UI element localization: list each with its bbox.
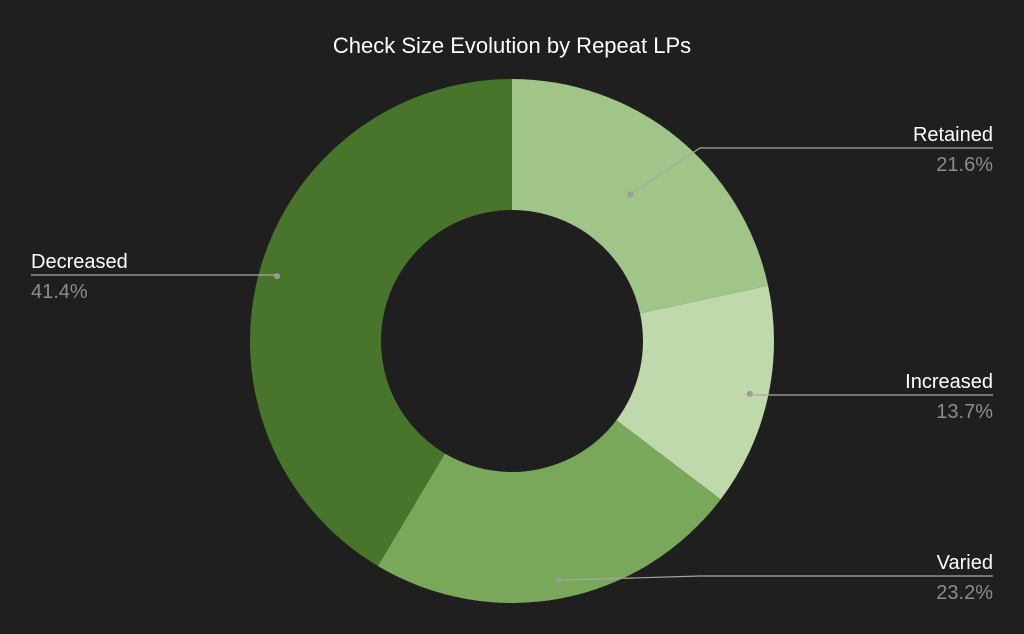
slice-label-decreased: Decreased [31, 251, 128, 273]
slice-value-increased: 13.7% [936, 401, 993, 423]
leader-line-decreased [31, 274, 278, 277]
slice-retained [512, 79, 769, 314]
slice-labels: Retained 21.6% Increased 13.7% Varied 23.2% De… [31, 124, 993, 604]
leader-line-increased [749, 393, 993, 396]
leader-line-varied [558, 575, 993, 581]
leader-line-retained [630, 147, 993, 195]
chart-title: Check Size Evolution by Repeat LPs [333, 33, 691, 58]
slice-value-decreased: 41.4% [31, 281, 88, 303]
slice-increased [616, 285, 774, 500]
slice-value-retained: 21.6% [936, 154, 993, 176]
donut-slices [250, 79, 774, 603]
slice-varied [377, 420, 721, 603]
slice-label-retained: Retained [913, 124, 993, 146]
slice-value-varied: 23.2% [936, 582, 993, 604]
slice-label-increased: Increased [905, 371, 993, 393]
slice-label-varied: Varied [937, 552, 993, 574]
slice-decreased [250, 79, 512, 567]
